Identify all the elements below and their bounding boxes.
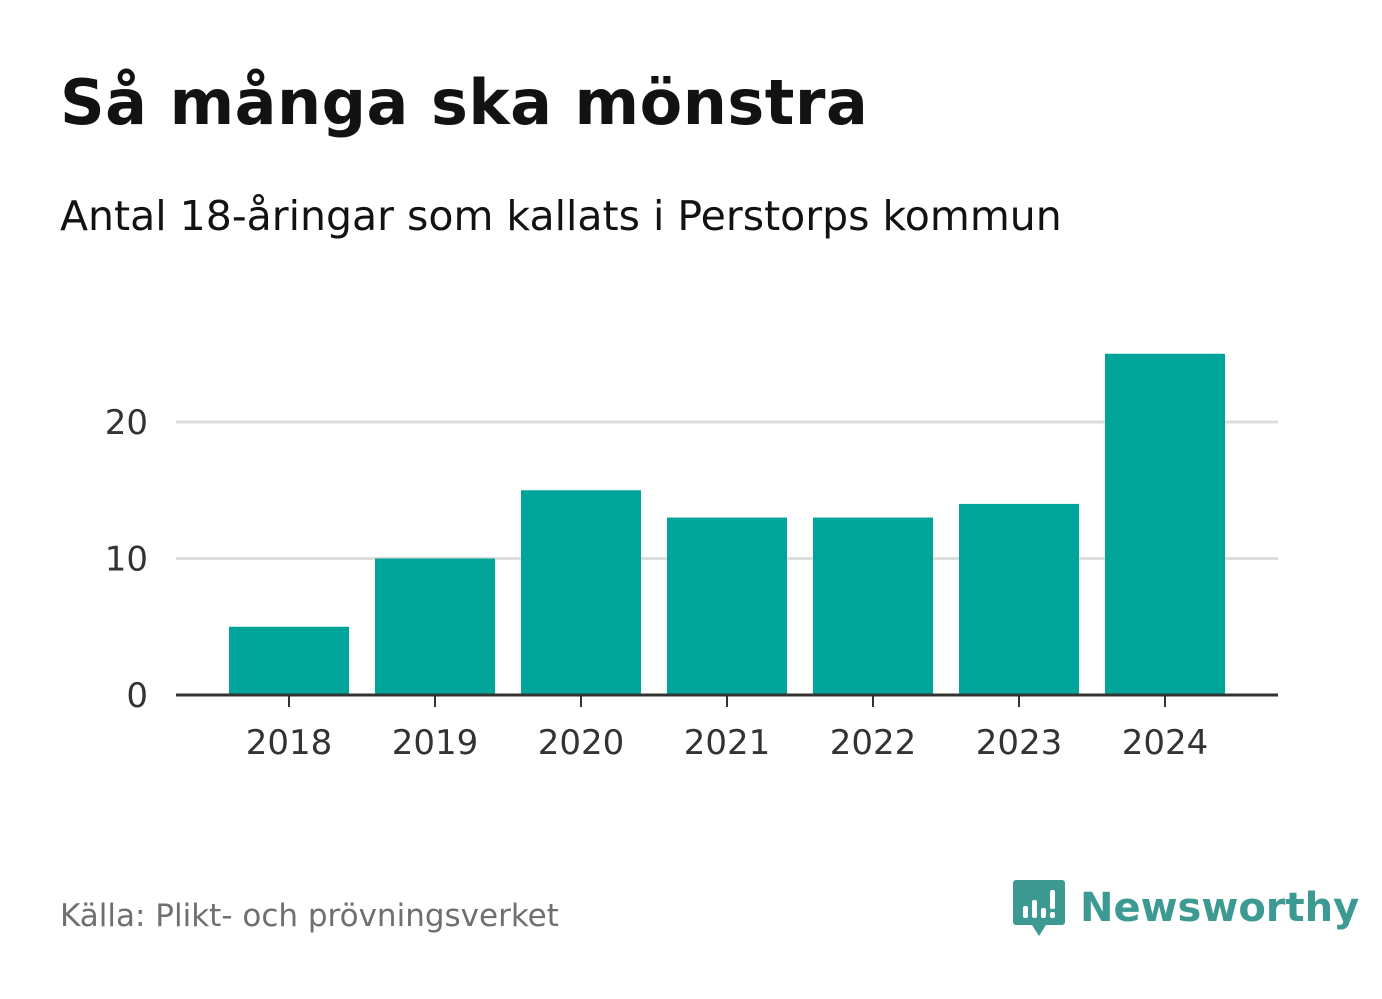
bar-2022 (813, 517, 933, 695)
chart-title: Så många ska mönstra (60, 66, 869, 139)
bar-2023 (959, 503, 1079, 695)
x-tick-label-2023: 2023 (976, 723, 1063, 763)
x-tick-label-2019: 2019 (392, 723, 479, 763)
brand-logo: Newsworthy (1012, 878, 1359, 938)
bar-2020 (521, 490, 641, 695)
y-tick-label-0: 0 (126, 676, 148, 716)
bar-2018 (229, 626, 349, 695)
bar-2019 (375, 558, 495, 695)
brand-name: Newsworthy (1080, 885, 1360, 931)
bar-2024 (1105, 353, 1225, 695)
source-note: Källa: Plikt- och prövningsverket (60, 898, 559, 934)
y-tick-label-20: 20 (105, 403, 148, 443)
x-tick-label-2022: 2022 (830, 723, 917, 763)
bars (229, 353, 1225, 695)
chart-subtitle: Antal 18-åringar som kallats i Perstorps… (60, 192, 1062, 240)
x-tick-label-2024: 2024 (1122, 723, 1209, 763)
y-tick-label-10: 10 (105, 540, 148, 580)
x-tick-label-2018: 2018 (246, 723, 333, 763)
tick-labels: 0 10 20 2018 2019 2020 2021 2022 2023 2024 (105, 403, 1209, 763)
x-tick-label-2021: 2021 (684, 723, 771, 763)
x-tick-label-2020: 2020 (538, 723, 625, 763)
bar-2021 (667, 517, 787, 695)
newsworthy-logo-icon (1013, 880, 1065, 936)
x-axis (176, 693, 1278, 707)
